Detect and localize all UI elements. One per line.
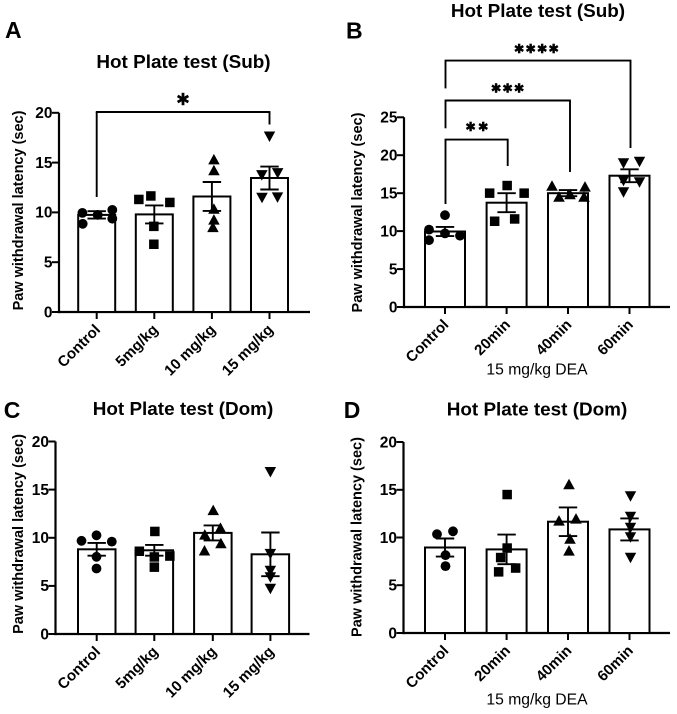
svg-text:5: 5	[389, 261, 398, 278]
svg-text:15 mg/kg DEA: 15 mg/kg DEA	[486, 692, 588, 709]
svg-text:10: 10	[32, 530, 49, 547]
svg-text:B: B	[346, 18, 363, 44]
svg-text:5: 5	[388, 578, 397, 595]
svg-text:15: 15	[35, 155, 53, 172]
svg-text:A: A	[5, 17, 22, 43]
svg-text:Hot Plate test (Dom): Hot Plate test (Dom)	[447, 400, 628, 421]
svg-text:Hot Plate test (Sub): Hot Plate test (Sub)	[96, 52, 270, 73]
svg-text:0: 0	[44, 304, 53, 321]
svg-text:Paw withdrawal latency (sec): Paw withdrawal latency (sec)	[11, 434, 27, 634]
svg-text:C: C	[4, 397, 21, 423]
svg-text:5: 5	[40, 578, 49, 595]
svg-text:D: D	[344, 397, 361, 423]
svg-text:Paw withdrawal latency (sec): Paw withdrawal latency (sec)	[350, 112, 366, 312]
svg-text:Hot Plate test (Sub): Hot Plate test (Sub)	[451, 1, 625, 22]
svg-text:15: 15	[380, 186, 398, 203]
svg-text:20: 20	[380, 148, 397, 165]
svg-text:20: 20	[380, 434, 397, 451]
svg-text:10: 10	[380, 530, 397, 547]
svg-text:15: 15	[32, 482, 50, 499]
svg-text:10: 10	[35, 205, 52, 222]
svg-text:25: 25	[380, 110, 398, 127]
svg-text:Paw withdrawal latency (sec): Paw withdrawal latency (sec)	[11, 110, 27, 310]
svg-text:Paw withdrawal latency (sec): Paw withdrawal latency (sec)	[350, 437, 366, 637]
svg-text:20: 20	[32, 434, 49, 451]
svg-text:10: 10	[380, 223, 397, 240]
svg-text:0: 0	[389, 299, 398, 316]
svg-text:5: 5	[44, 255, 53, 272]
svg-text:0: 0	[40, 626, 49, 643]
svg-text:15: 15	[380, 482, 398, 499]
svg-text:15 mg/kg DEA: 15 mg/kg DEA	[486, 362, 588, 379]
svg-text:Hot Plate test (Dom): Hot Plate test (Dom)	[93, 399, 274, 420]
svg-text:0: 0	[388, 625, 397, 642]
svg-text:20: 20	[35, 105, 52, 122]
